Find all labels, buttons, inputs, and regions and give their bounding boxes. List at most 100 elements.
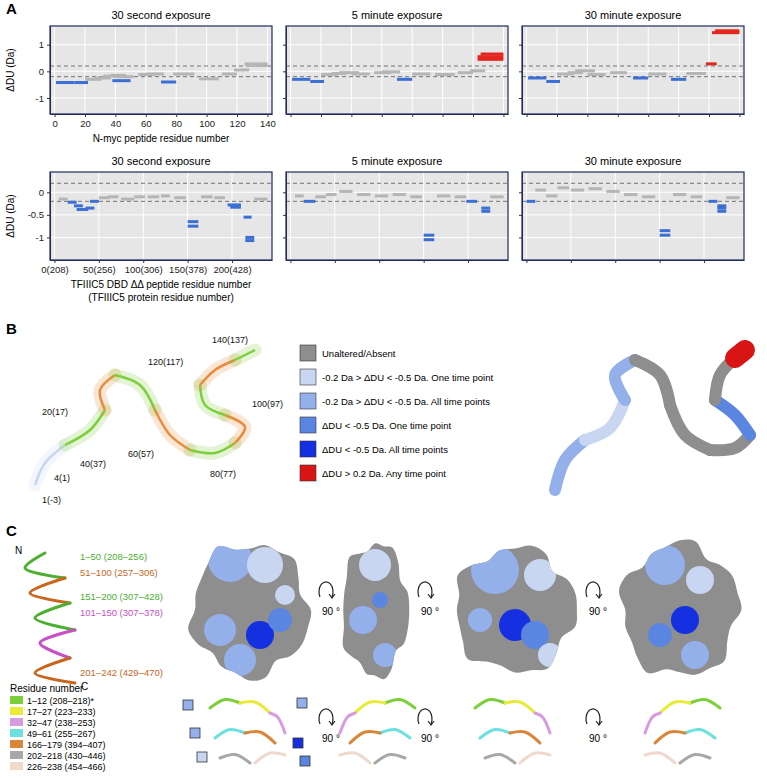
grid-line [503, 26, 504, 114]
ribbon-halo [65, 410, 105, 445]
grid-line [50, 237, 272, 238]
plot-frame [286, 172, 508, 260]
x-tick [382, 114, 383, 117]
tick-mark [424, 260, 425, 263]
y-tick [519, 98, 522, 99]
x-tick [379, 260, 380, 263]
surface-patch [372, 592, 388, 608]
tick-label: 1 [39, 39, 44, 50]
surface-segment [735, 350, 745, 358]
ribbon-piece [210, 699, 240, 708]
peptide-bar [161, 194, 170, 197]
tick-mark [176, 114, 177, 117]
tick-mark [468, 260, 469, 263]
tick-label: 0 [39, 66, 44, 77]
tick-label: 80 [171, 118, 182, 129]
x-tick [351, 114, 352, 117]
grid-line [522, 71, 744, 72]
legend-swatch [10, 751, 23, 759]
protein-surface [619, 540, 742, 675]
tick-mark [660, 260, 661, 263]
marks [522, 29, 744, 83]
rotation-label: 90 ° [322, 606, 340, 617]
tick-label: 50(256) [83, 264, 116, 275]
peptide-bar [642, 195, 655, 198]
surface-body [457, 546, 577, 673]
ribbon-piece [240, 702, 270, 713]
x-tick: 50(256) [83, 260, 116, 275]
y-axis [519, 173, 523, 261]
legend-swatch [10, 707, 23, 715]
peptide-bar [108, 195, 119, 198]
grid-line [50, 98, 272, 99]
tick-mark [47, 237, 50, 238]
legend-swatch [10, 696, 23, 704]
peptide-bar [546, 80, 560, 83]
peptide-bar [686, 72, 706, 75]
x-tick [290, 260, 291, 263]
peptide-bar [68, 201, 77, 204]
tick-mark [379, 260, 380, 263]
peptide-bar [478, 55, 504, 58]
peptide-bar [161, 81, 176, 84]
peptide-bar [726, 196, 739, 199]
surface-patch [686, 566, 714, 594]
legend-swatch [300, 417, 316, 433]
peptide-bar [610, 71, 627, 74]
peptide-bar [470, 69, 485, 72]
peptide-bar [633, 77, 648, 80]
axis-line [522, 173, 523, 261]
peptide-bar [535, 189, 546, 192]
peptide-bar [717, 210, 726, 213]
tick-mark [526, 260, 527, 263]
ribbon-piece [510, 732, 540, 743]
grid-line [290, 26, 291, 114]
peptide-bar [671, 78, 686, 81]
peptide-bar [134, 195, 145, 198]
grid-line [468, 172, 469, 260]
y-tick [283, 237, 286, 238]
peptide-bar [382, 70, 400, 73]
peptide-bar [410, 195, 422, 198]
ribbon-segment [35, 658, 75, 683]
surface-patch [471, 546, 519, 594]
grid-line [143, 172, 144, 260]
legend-label: ΔDU > 0.2 Da. Any time point [322, 468, 446, 479]
tick-label: 100(306) [125, 264, 163, 275]
x-axis: 020406080100120140 [51, 114, 276, 129]
hdx-panel: 5 minute exposure [283, 9, 509, 117]
ribbon-piece [375, 754, 405, 763]
x-tick: 40 [111, 114, 122, 129]
rotation-arrowhead [428, 721, 434, 725]
tick-mark [85, 114, 86, 117]
tick-mark [291, 114, 292, 117]
tick-mark [519, 98, 522, 99]
surface-patch [204, 614, 236, 646]
x-axis [523, 114, 745, 117]
plot-frame [286, 26, 508, 114]
peptide-bar [351, 73, 369, 76]
peptide-bar [357, 193, 370, 196]
tick-mark [47, 215, 50, 216]
tick-mark [47, 192, 50, 193]
panel-letter: A [6, 0, 17, 17]
peptide-bar [660, 234, 671, 237]
ribbon-piece [655, 732, 685, 743]
protein-surface [457, 546, 577, 673]
peptide-bar [397, 78, 412, 81]
plot-background [522, 26, 744, 114]
peptide-bar [174, 196, 186, 199]
protein-surface [343, 543, 410, 679]
peptide-bar [481, 53, 504, 56]
surface-patch [671, 606, 699, 634]
x-axis [523, 260, 745, 263]
x-axis [287, 260, 509, 263]
x-tick [615, 260, 616, 263]
region-label: 201–242 (429–470) [80, 667, 163, 678]
tick-label: 140 [260, 118, 276, 129]
panel-letter: C [6, 522, 17, 539]
peptide-bar [112, 79, 130, 82]
tick-mark [232, 260, 233, 263]
plot-background [50, 26, 272, 114]
ribbon-piece [340, 713, 355, 733]
